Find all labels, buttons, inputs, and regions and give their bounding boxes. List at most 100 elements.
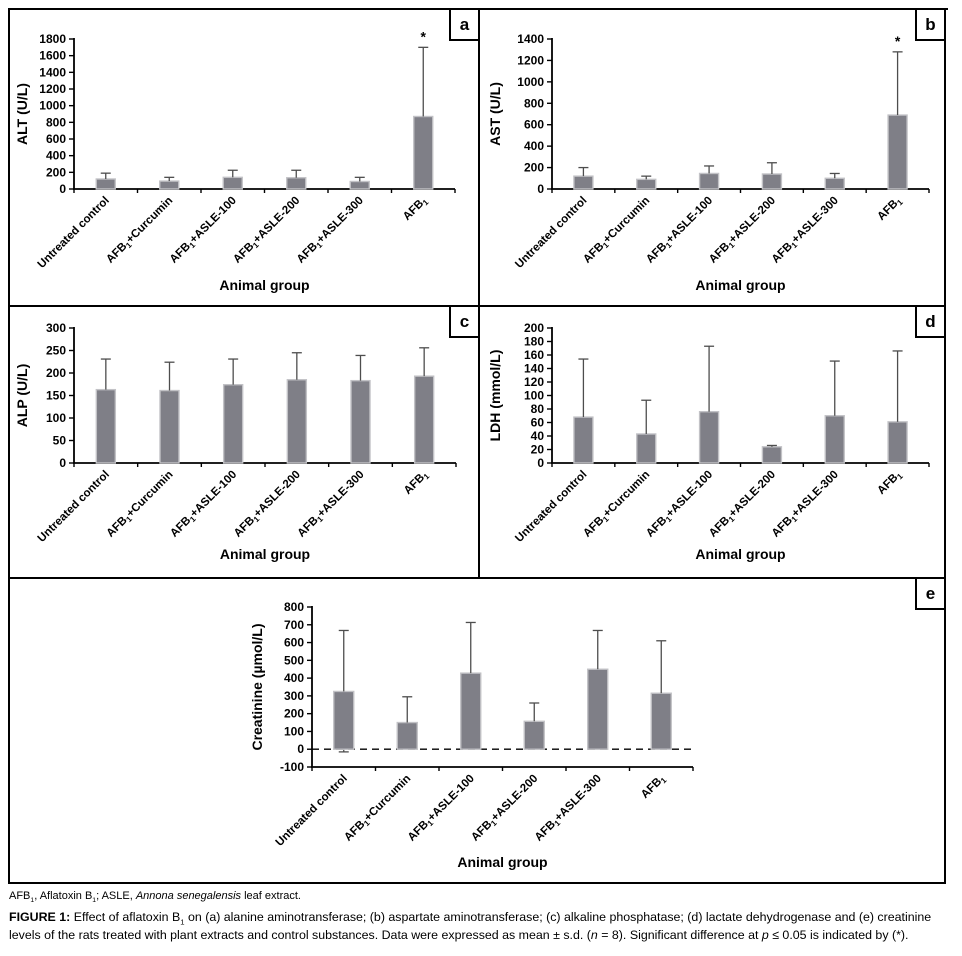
x-axis-title: Animal group — [220, 546, 310, 562]
category-label: AFB1+ASLE-100 — [644, 469, 716, 541]
panel-label-box-d: d — [915, 307, 944, 338]
panel-c: 300 250 200 150 100 50 0 Untreated control AFB1+… — [10, 307, 480, 579]
y-tick-label: 100 — [284, 724, 304, 738]
y-tick-label: 180 — [524, 335, 544, 349]
category-label: AFB1+ASLE-100 — [406, 773, 478, 845]
bar — [95, 388, 117, 464]
y-axis-title: ALP (U/L) — [14, 364, 30, 428]
text-segment: on (a) alanine aminotransferase; (b) asp… — [9, 910, 932, 942]
y-tick-label: 1200 — [517, 53, 544, 67]
text-segment: 1 — [30, 897, 35, 905]
panel-letter-e: e — [925, 583, 936, 603]
y-tick-label: 0 — [537, 182, 544, 196]
category-label: AFB1+ASLE-200 — [469, 773, 541, 845]
panel-b: 1400 1200 1000 800 600 400 200 0 Untreated contr… — [480, 10, 946, 307]
category-label: Untreated control — [513, 195, 589, 271]
category-label: AFB1+Curcumin — [581, 469, 653, 541]
y-tick-label: 200 — [284, 707, 304, 721]
panel-a: 1800 1600 1400 1200 1000 800 600 400 200 0 Untreat… — [10, 10, 480, 307]
category-label: AFB1+ASLE-100 — [168, 469, 240, 541]
text-segment: n — [590, 927, 598, 942]
y-tick-label: 1000 — [39, 99, 66, 113]
category-label: AFB1+ASLE-200 — [707, 195, 779, 267]
y-tick-label: 60 — [531, 416, 545, 430]
y-axis-title: Creatinine (µmol/L) — [249, 623, 265, 750]
y-tick-label: 1200 — [39, 82, 66, 96]
significance-star: * — [895, 33, 901, 49]
bar — [286, 379, 308, 464]
text-segment: = 8). Significant difference at — [597, 927, 762, 942]
bar — [95, 178, 116, 190]
y-tick-label: 400 — [284, 671, 304, 685]
chart-alt: 1800 1600 1400 1200 1000 800 600 400 200 0Untreat… — [14, 28, 456, 293]
figure-1: 1800 1600 1400 1200 1000 800 600 400 200 0 Untreat… — [8, 8, 954, 944]
category-label: AFB1+Curcumin — [104, 195, 176, 267]
y-tick-label: 200 — [46, 366, 66, 380]
text-segment: ≤ 0.05 is indicated by (*). — [768, 927, 909, 942]
y-tick-label: 50 — [53, 434, 67, 448]
bar — [698, 172, 720, 190]
bar — [698, 410, 720, 464]
y-tick-label: 0 — [537, 456, 544, 470]
y-tick-label: 140 — [524, 362, 544, 376]
y-tick-label: 200 — [46, 165, 66, 179]
figure-caption: FIGURE 1: Effect of aflatoxin B1 on (a) … — [9, 910, 955, 943]
bar — [887, 421, 908, 464]
y-tick-label: 300 — [46, 321, 66, 335]
x-axis-title: Animal group — [695, 277, 785, 293]
y-tick-label: 120 — [524, 375, 544, 389]
y-tick-label: 150 — [46, 389, 66, 403]
bar — [636, 433, 657, 464]
category-label: AFB1+Curcumin — [342, 773, 414, 845]
y-tick-label: 250 — [46, 344, 66, 358]
category-label: AFB1 — [875, 468, 905, 498]
bar — [650, 692, 672, 750]
category-label: AFB1+ASLE-300 — [296, 469, 368, 541]
category-label: AFB1+ASLE-100 — [644, 195, 716, 267]
bar — [824, 177, 845, 190]
y-tick-label: 200 — [524, 161, 544, 175]
category-label: AFB1+Curcumin — [581, 195, 653, 267]
bar — [587, 668, 609, 750]
bar — [523, 720, 545, 750]
y-tick-label: 800 — [46, 115, 66, 129]
category-label: AFB1+ASLE-300 — [295, 195, 367, 267]
y-tick-label: 0 — [59, 456, 66, 470]
bar — [413, 115, 434, 190]
y-tick-label: 20 — [531, 443, 545, 457]
y-tick-label: 1000 — [517, 75, 544, 89]
bar — [824, 415, 845, 464]
panel-grid: 1800 1600 1400 1200 1000 800 600 400 200 0 Untreat… — [8, 8, 948, 884]
y-tick-label: 1600 — [39, 49, 66, 63]
category-label: Untreated control — [513, 469, 589, 545]
bar — [761, 446, 783, 464]
y-tick-label: 80 — [531, 402, 545, 416]
bar — [222, 176, 243, 190]
y-tick-label: 600 — [284, 636, 304, 650]
y-tick-label: 400 — [46, 149, 66, 163]
bar — [159, 180, 180, 190]
panel-d: 200 180 160 140 120 100 80 60 40 20 0 Untreated con… — [480, 307, 946, 579]
y-tick-label: 400 — [524, 139, 544, 153]
bar — [159, 389, 180, 464]
text-segment: AFB — [9, 890, 31, 902]
bar — [396, 721, 418, 750]
panel-letter-c: c — [459, 311, 470, 331]
bar — [887, 114, 908, 190]
category-label: Untreated control — [274, 773, 350, 849]
panel-label-box-a: a — [449, 10, 478, 41]
significance-star: * — [421, 28, 427, 44]
y-tick-label: 160 — [524, 348, 544, 362]
text-segment: p — [761, 927, 769, 942]
figure-footer: AFB1, Aflatoxin B1; ASLE, Annona senegal… — [9, 890, 955, 944]
panel-letter-b: b — [925, 14, 936, 34]
x-axis-title: Animal group — [695, 546, 785, 562]
y-tick-label: 600 — [524, 118, 544, 132]
y-tick-label: 700 — [284, 618, 304, 632]
bar — [413, 375, 435, 464]
category-label: AFB1+ASLE-200 — [231, 195, 303, 267]
bar — [573, 175, 594, 190]
panel-label-box-c: c — [449, 307, 478, 338]
